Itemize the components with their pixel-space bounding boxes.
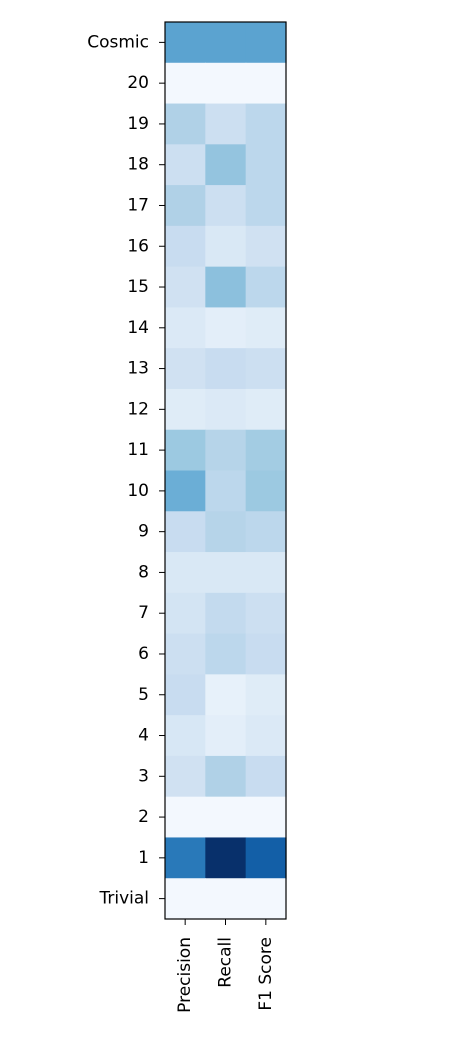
heatmap-cell-7-f1-score: [245, 592, 287, 635]
y-tick-label: 10: [127, 481, 149, 501]
y-tick-label: 1: [138, 848, 149, 868]
heatmap-cell-17-precision: [165, 185, 206, 227]
heatmap-cell-11-f1-score: [245, 429, 287, 472]
heatmap-cell-5-f1-score: [245, 674, 287, 716]
y-tick-label: 6: [138, 644, 149, 664]
heatmap-cell-15-recall: [205, 266, 247, 309]
heatmap-cell-20-f1-score: [245, 62, 287, 105]
heatmap-cells: [165, 22, 287, 920]
heatmap-cell-7-precision: [165, 592, 206, 635]
heatmap-cell-15-f1-score: [245, 266, 287, 309]
heatmap-cell-trivial-recall: [205, 878, 247, 920]
y-tick-label: 2: [138, 807, 149, 827]
heatmap-cell-3-recall: [205, 755, 247, 798]
heatmap-cell-4-f1-score: [245, 715, 287, 757]
heatmap-cell-10-precision: [165, 470, 206, 512]
heatmap-cell-12-precision: [165, 388, 206, 431]
heatmap-cell-9-precision: [165, 511, 206, 553]
y-tick-label: 20: [127, 73, 149, 93]
x-tick-label: Recall: [216, 937, 236, 988]
y-tick-label: 4: [138, 726, 149, 746]
y-tick-label: 15: [127, 277, 149, 297]
y-tick-label: 5: [138, 685, 149, 705]
heatmap-cell-20-recall: [205, 62, 247, 105]
heatmap-cell-4-recall: [205, 715, 247, 757]
heatmap-cell-14-recall: [205, 307, 247, 349]
heatmap-cell-6-precision: [165, 633, 206, 675]
heatmap-cell-18-recall: [205, 144, 247, 186]
heatmap-cell-13-precision: [165, 348, 206, 390]
heatmap-cell-16-f1-score: [245, 225, 287, 268]
heatmap-cell-2-precision: [165, 796, 206, 839]
heatmap-cell-13-recall: [205, 348, 247, 390]
y-tick-label: 8: [138, 562, 149, 582]
heatmap-cell-19-f1-score: [245, 103, 287, 145]
heatmap-cell-20-precision: [165, 62, 206, 105]
heatmap-cell-14-f1-score: [245, 307, 287, 349]
heatmap-cell-2-recall: [205, 796, 247, 839]
heatmap-cell-19-recall: [205, 103, 247, 145]
x-tick-label: F1 Score: [256, 937, 276, 1011]
heatmap-cell-cosmic-recall: [205, 22, 247, 64]
heatmap-cell-3-f1-score: [245, 755, 287, 798]
heatmap-cell-4-precision: [165, 715, 206, 757]
y-tick-label: 17: [127, 195, 149, 215]
y-tick-label: 19: [127, 114, 149, 134]
x-axis-ticks: Precision Recall F1 Score: [175, 919, 276, 1013]
heatmap-cell-9-f1-score: [245, 511, 287, 553]
heatmap-cell-17-f1-score: [245, 185, 287, 227]
y-tick-label: 12: [127, 399, 149, 419]
heatmap-cell-10-recall: [205, 470, 247, 512]
heatmap-cell-1-precision: [165, 837, 206, 879]
heatmap-cell-1-f1-score: [245, 837, 287, 879]
y-tick-label: 18: [127, 155, 149, 175]
heatmap-cell-1-recall: [205, 837, 247, 879]
heatmap-cell-trivial-precision: [165, 878, 206, 920]
heatmap-cell-7-recall: [205, 592, 247, 635]
heatmap-cell-16-recall: [205, 225, 247, 268]
heatmap-cell-3-precision: [165, 755, 206, 798]
y-tick-label: 9: [138, 522, 149, 542]
heatmap-cell-5-recall: [205, 674, 247, 716]
y-tick-label: 7: [138, 603, 149, 623]
heatmap-cell-11-precision: [165, 429, 206, 472]
heatmap-cell-19-precision: [165, 103, 206, 145]
heatmap-cell-8-f1-score: [245, 552, 287, 594]
heatmap-cell-9-recall: [205, 511, 247, 553]
heatmap-cell-16-precision: [165, 225, 206, 268]
y-tick-label: Trivial: [98, 889, 149, 909]
heatmap-cell-cosmic-precision: [165, 22, 206, 64]
y-tick-label: 16: [127, 236, 149, 256]
heatmap-cell-18-f1-score: [245, 144, 287, 186]
heatmap-cell-6-recall: [205, 633, 247, 675]
heatmap-cell-8-precision: [165, 552, 206, 594]
heatmap-cell-12-recall: [205, 388, 247, 431]
heatmap-cell-18-precision: [165, 144, 206, 186]
heatmap-cell-12-f1-score: [245, 388, 287, 431]
x-tick-label: Precision: [175, 937, 195, 1013]
y-tick-label: Cosmic: [87, 32, 149, 52]
heatmap-cell-11-recall: [205, 429, 247, 472]
heatmap-cell-2-f1-score: [245, 796, 287, 839]
heatmap-cell-14-precision: [165, 307, 206, 349]
y-tick-label: 13: [127, 359, 149, 379]
y-tick-label: 11: [127, 440, 149, 460]
heatmap-cell-8-recall: [205, 552, 247, 594]
heatmap-cell-17-recall: [205, 185, 247, 227]
heatmap-cell-trivial-f1-score: [245, 878, 287, 920]
heatmap-cell-15-precision: [165, 266, 206, 309]
heatmap-cell-5-precision: [165, 674, 206, 716]
y-axis-ticks: Cosmic 20 19 18 17 16 15 14 13 12 11 10 9 8 7 6 5 4 3 2 1 Tri…: [87, 32, 165, 909]
heatmap-cell-cosmic-f1-score: [245, 22, 287, 64]
heatmap-cell-10-f1-score: [245, 470, 287, 512]
y-tick-label: 14: [127, 318, 149, 338]
heatmap-cell-6-f1-score: [245, 633, 287, 675]
heatmap-cell-13-f1-score: [245, 348, 287, 390]
y-tick-label: 3: [138, 766, 149, 786]
